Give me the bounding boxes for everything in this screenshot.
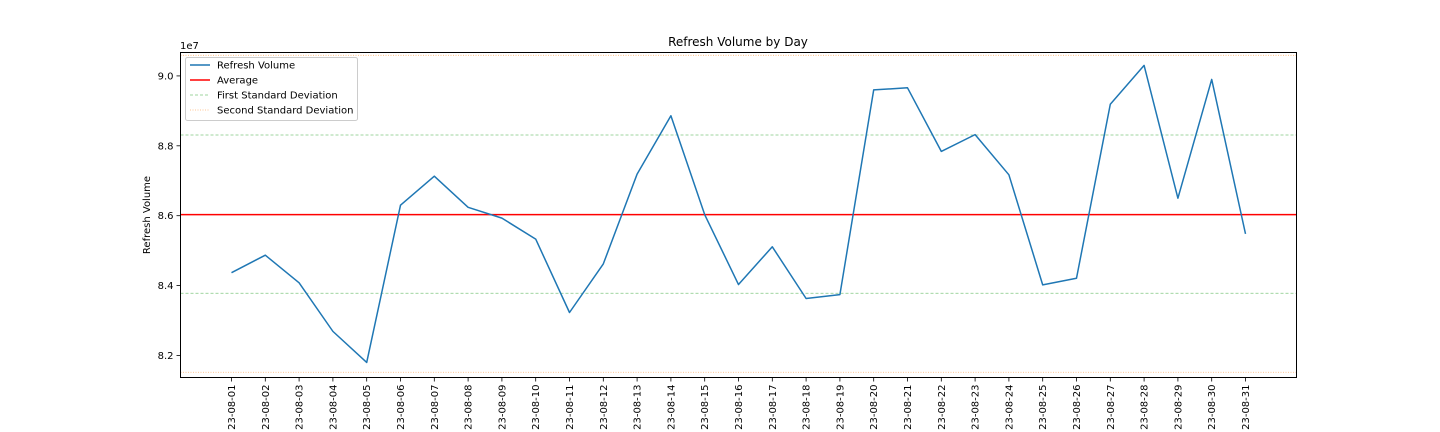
legend-label: Refresh Volume: [217, 61, 295, 72]
y-tick-label: 8.2: [158, 351, 174, 362]
x-tick-label: 23-08-21: [903, 385, 914, 430]
x-tick-label: 23-08-13: [633, 385, 644, 430]
x-tick-label: 23-08-28: [1140, 385, 1151, 430]
y-tick-label: 8.8: [158, 141, 174, 152]
chart-title: Refresh Volume by Day: [668, 35, 808, 49]
x-tick-label: 23-08-03: [295, 385, 306, 430]
legend-label: Second Standard Deviation: [217, 106, 353, 117]
x-tick-label: 23-08-15: [700, 385, 711, 430]
reference-lines: [180, 54, 1297, 373]
x-tick-label: 23-08-04: [328, 385, 339, 430]
legend-label: First Standard Deviation: [217, 91, 338, 102]
legend-box: [185, 57, 358, 121]
x-tick-label: 23-08-24: [1004, 385, 1015, 430]
x-tick-label: 23-08-07: [430, 385, 441, 430]
series-layer: [231, 64, 1247, 364]
y-offset-label: 1e7: [180, 41, 199, 52]
y-tick-label: 8.6: [158, 211, 174, 222]
x-tick-label: 23-08-23: [971, 385, 982, 430]
x-tick-label: 23-08-26: [1072, 385, 1083, 430]
x-tick-label: 23-08-11: [565, 385, 576, 430]
legend-label: Average: [217, 76, 258, 87]
x-tick-label: 23-08-20: [869, 385, 880, 430]
x-tick-label: 23-08-18: [802, 385, 813, 430]
x-tick-label: 23-08-30: [1207, 385, 1218, 430]
x-tick-label: 23-08-29: [1173, 385, 1184, 430]
y-tick-label: 9.0: [158, 71, 174, 82]
x-tick-label: 23-08-12: [599, 385, 610, 430]
x-axis: 23-08-01 23-08-02 23-08-03 23-08-04 23-08-05…: [227, 377, 1252, 430]
y-axis-label: Refresh Volume: [142, 176, 153, 254]
y-axis: 8.2 8.4 8.6 8.8 9.0: [158, 71, 181, 362]
x-tick-label: 23-08-16: [734, 385, 745, 430]
x-tick-label: 23-08-09: [497, 385, 508, 430]
x-tick-label: 23-08-14: [666, 385, 677, 430]
x-tick-label: 23-08-10: [531, 385, 542, 430]
x-tick-label: 23-08-27: [1106, 385, 1117, 430]
x-tick-label: 23-08-25: [1038, 385, 1049, 430]
x-tick-label: 23-08-08: [464, 385, 475, 430]
x-tick-label: 23-08-05: [362, 385, 373, 430]
x-tick-label: 23-08-19: [835, 385, 846, 430]
x-tick-label: 23-08-01: [227, 385, 238, 430]
x-tick-label: 23-08-02: [261, 385, 272, 430]
x-tick-label: 23-08-22: [937, 385, 948, 430]
x-tick-label: 23-08-17: [768, 385, 779, 430]
x-tick-label: 23-08-31: [1241, 385, 1252, 430]
y-tick-label: 8.4: [158, 281, 174, 292]
x-tick-label: 23-08-06: [396, 385, 407, 430]
legend: Refresh Volume Average First Standard Devi…: [185, 57, 358, 121]
